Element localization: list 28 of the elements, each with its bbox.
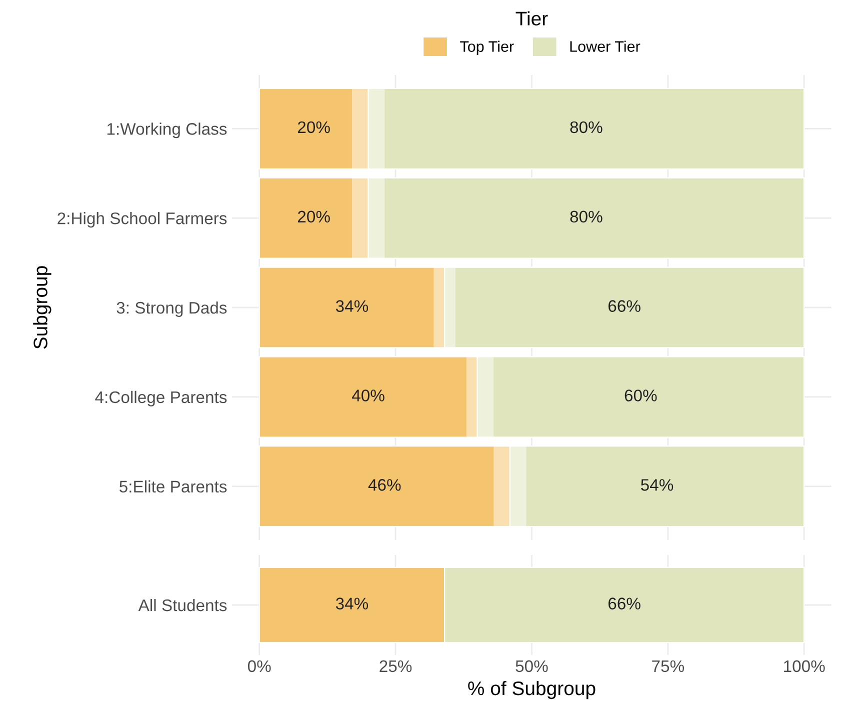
- legend-title: Tier: [516, 11, 548, 26]
- data-label: 40%: [352, 390, 384, 402]
- x-tick-label: 75%: [652, 660, 684, 672]
- y-axis-title: Subgroup: [33, 266, 52, 349]
- data-label: 66%: [608, 300, 640, 312]
- x-tick-label: 50%: [516, 660, 548, 672]
- y-tick-label: 1:Working Class: [107, 122, 227, 138]
- data-label: 80%: [570, 121, 602, 134]
- x-tick-label: 0%: [248, 660, 271, 672]
- legend-label: Lower Tier: [570, 40, 640, 52]
- data-label: 46%: [368, 479, 401, 491]
- data-label: 66%: [608, 598, 640, 610]
- y-tick-label: 5:Elite Parents: [120, 480, 227, 493]
- y-tick-label: 3: Strong Dads: [116, 301, 227, 317]
- y-tick-label: 2:High School Farmers: [58, 212, 227, 228]
- data-label: 20%: [298, 121, 330, 134]
- x-tick-label: 25%: [380, 660, 412, 672]
- data-label: 54%: [641, 479, 674, 491]
- data-label: 34%: [336, 300, 368, 312]
- data-label: 80%: [570, 210, 602, 223]
- legend-label: Top Tier: [460, 40, 514, 55]
- data-label: 20%: [298, 210, 330, 223]
- x-tick-label: 100%: [784, 660, 825, 672]
- x-axis-title: % of Subgroup: [468, 680, 596, 700]
- data-label: 34%: [336, 598, 368, 610]
- data-label: 60%: [624, 390, 657, 402]
- y-tick-label: All Students: [138, 598, 227, 612]
- y-tick-label: 4:College Parents: [95, 390, 227, 406]
